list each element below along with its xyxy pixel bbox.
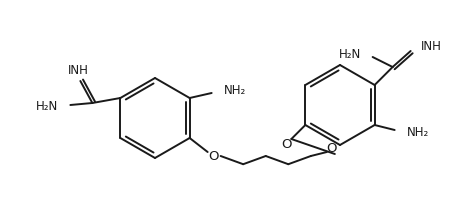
Text: INH: INH [68, 65, 89, 78]
Text: NH₂: NH₂ [406, 125, 428, 138]
Text: O: O [280, 138, 291, 151]
Text: H₂N: H₂N [36, 100, 58, 113]
Text: INH: INH [420, 41, 441, 54]
Text: O: O [326, 143, 336, 156]
Text: NH₂: NH₂ [223, 84, 246, 97]
Text: H₂N: H₂N [338, 49, 360, 62]
Text: O: O [208, 149, 218, 162]
